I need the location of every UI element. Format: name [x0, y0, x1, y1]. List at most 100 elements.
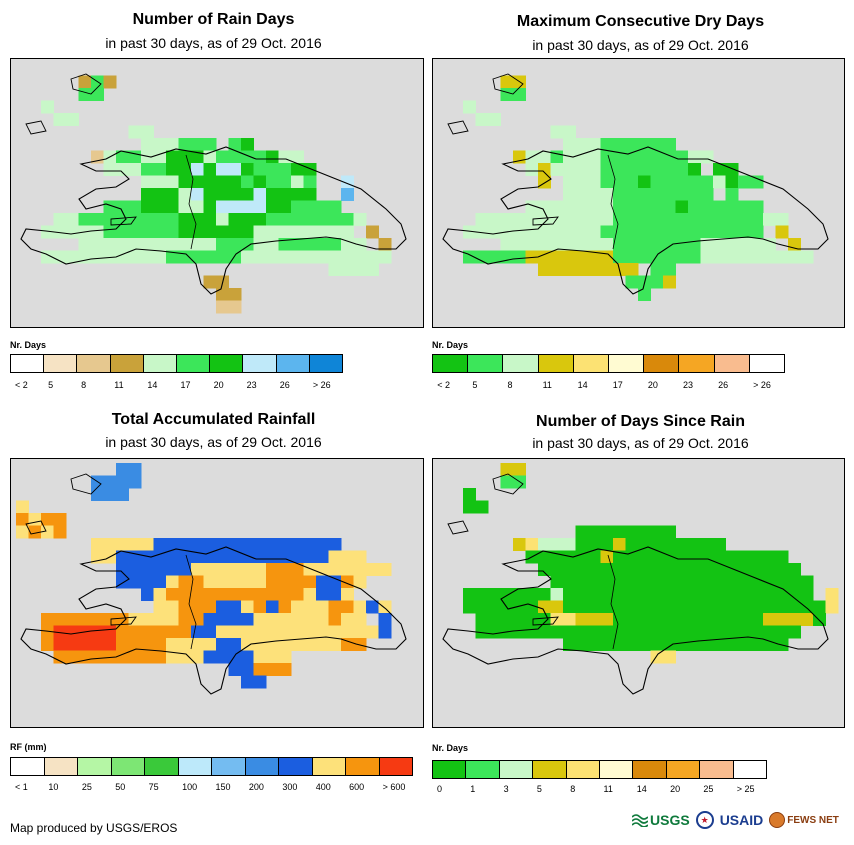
grid-cell	[241, 675, 254, 689]
grid-cell	[141, 563, 154, 576]
legend-label: 50	[115, 782, 126, 792]
usgs-logo: USGS	[632, 812, 690, 828]
grid-cell	[253, 613, 267, 626]
grid-cell	[178, 600, 192, 614]
grid-cell	[613, 213, 626, 226]
grid-cell	[713, 213, 726, 226]
legend-label: 11	[114, 380, 124, 390]
grid-cell	[563, 238, 576, 251]
grid-cell	[588, 163, 601, 176]
grid-cell	[166, 613, 179, 626]
grid-cell	[575, 538, 589, 551]
grid-cell	[688, 550, 701, 564]
grid-cell	[650, 638, 664, 651]
grid-cell	[500, 613, 514, 626]
legend-bar	[432, 760, 767, 779]
island-outline	[70, 473, 102, 495]
legend-swatch	[468, 355, 504, 372]
grid-cell	[600, 225, 614, 239]
grid-cell	[241, 650, 254, 664]
grid-cell	[141, 138, 154, 151]
grid-cell	[700, 200, 714, 214]
grid-cell	[563, 225, 576, 239]
grid-cell	[116, 463, 129, 476]
grid-cell	[625, 200, 639, 214]
grid-cell	[563, 188, 576, 201]
grid-cell	[738, 225, 751, 239]
grid-cell	[638, 288, 651, 301]
grid-cell	[625, 538, 639, 551]
grid-cell	[513, 600, 526, 614]
grid-cell	[563, 538, 576, 551]
grid-cell	[116, 550, 129, 564]
grid-cell	[291, 225, 304, 239]
grid-cell	[688, 200, 701, 214]
grid-cell	[191, 538, 204, 551]
grid-cell	[291, 163, 304, 176]
legend-bar	[432, 354, 785, 373]
grid-cell	[600, 150, 614, 164]
grid-cell	[625, 225, 639, 239]
grid-cell	[675, 563, 689, 576]
grid-cell	[53, 113, 67, 126]
grid-cell	[525, 163, 539, 176]
grid-cell	[588, 200, 601, 214]
legend-label: > 26	[312, 380, 331, 390]
grid-cell	[563, 250, 576, 264]
legend-label: 14	[636, 784, 647, 794]
grid-cell	[191, 175, 204, 189]
grid-cell	[203, 588, 217, 601]
grid-cell	[700, 175, 714, 189]
grid-cell	[78, 613, 92, 626]
grid-cell	[688, 538, 701, 551]
grid-cell	[253, 638, 267, 651]
legend-label: 25	[81, 782, 92, 792]
grid-cell	[613, 163, 626, 176]
legend-bar	[10, 757, 413, 776]
grid-cell	[216, 300, 229, 314]
grid-cell	[66, 225, 79, 239]
grid-cell	[316, 238, 329, 251]
grid-cell	[316, 575, 329, 589]
panel-title: Maximum Consecutive Dry Days	[516, 13, 765, 30]
grid-cell	[775, 250, 789, 264]
grid-cell	[166, 638, 179, 651]
grid-cell	[675, 575, 689, 589]
grid-cell	[563, 125, 576, 139]
legend-label: 14	[147, 380, 158, 390]
grid-cell	[575, 175, 589, 189]
grid-cell	[328, 213, 342, 226]
grid-cell	[166, 625, 179, 639]
grid-cell	[116, 225, 129, 239]
grid-cell	[203, 238, 217, 251]
legend-swatch	[77, 355, 111, 372]
grid-cell	[600, 613, 614, 626]
grid-cell	[538, 213, 551, 226]
grid-cell	[103, 213, 117, 226]
grid-cell	[563, 575, 576, 589]
grid-cell	[41, 625, 54, 639]
grid-cell	[191, 150, 204, 164]
grid-cell	[253, 163, 267, 176]
grid-cell	[750, 175, 764, 189]
grid-cell	[353, 550, 367, 564]
grid-cell	[650, 613, 664, 626]
legend-swatch	[433, 355, 469, 372]
grid-cell	[475, 213, 489, 226]
grid-cell	[116, 213, 129, 226]
grid-cell	[203, 638, 217, 651]
grid-cell	[178, 613, 192, 626]
grid-cell	[191, 238, 204, 251]
grid-cell	[141, 125, 154, 139]
grid-cell	[800, 575, 814, 589]
grid-cell	[525, 613, 539, 626]
grid-cell	[341, 638, 354, 651]
grid-cell	[513, 625, 526, 639]
grid-cell	[203, 225, 217, 239]
grid-cell	[228, 300, 242, 314]
grid-cell	[638, 588, 651, 601]
grid-cell	[575, 563, 589, 576]
grid-cell	[228, 288, 242, 301]
grid-cell	[341, 238, 354, 251]
grid-cell	[291, 638, 304, 651]
